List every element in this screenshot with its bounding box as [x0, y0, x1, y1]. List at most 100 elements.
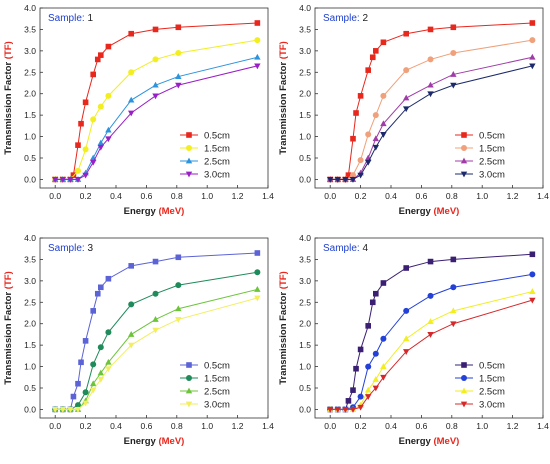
sample-label: Sample: 1	[48, 13, 93, 24]
data-point	[403, 265, 409, 271]
sample-label: Sample: 3	[48, 243, 93, 254]
data-point	[175, 82, 182, 89]
data-point	[403, 94, 410, 101]
data-point	[373, 48, 379, 54]
chart-panel-4: 0.0 0.2 0.4 0.6 0.8 1.0 1.2 1.4 0.0 0.5 1.0 1.5 2.0 2…	[275, 230, 550, 459]
x-tick-label: 0.8	[171, 421, 183, 431]
x-tick-label: 1.4	[537, 421, 549, 431]
data-point	[70, 172, 77, 178]
x-tick-label: 1.4	[262, 421, 274, 431]
data-point	[97, 139, 104, 146]
legend-label: 0.5cm	[479, 131, 505, 142]
legend-label: 3.0cm	[479, 170, 505, 181]
x-tick-label: 0.8	[446, 191, 458, 201]
data-point	[94, 290, 101, 297]
data-point	[59, 407, 66, 413]
data-point	[350, 172, 356, 179]
data-point	[152, 327, 159, 334]
data-point	[105, 358, 112, 365]
data-point	[450, 82, 457, 89]
data-point	[334, 407, 341, 413]
data-point	[152, 26, 159, 33]
data-point	[380, 132, 387, 138]
data-point	[450, 256, 457, 263]
legend-label: 2.5cm	[204, 157, 230, 168]
data-point	[403, 67, 410, 74]
x-tick-label: 0.4	[385, 421, 397, 431]
data-point	[105, 43, 112, 50]
data-point	[90, 116, 97, 123]
x-tick-label: 1.2	[507, 191, 519, 201]
legend-label: 2.5cm	[204, 387, 230, 398]
data-point	[82, 172, 89, 179]
data-point	[403, 307, 410, 314]
data-point	[70, 393, 77, 400]
data-point	[427, 56, 434, 63]
data-point	[105, 275, 112, 282]
y-tick-label: 0.5	[24, 153, 36, 163]
data-point	[427, 292, 434, 299]
chart-svg-3: 0.0 0.2 0.4 0.6 0.8 1.0 1.2 1.4 0.0 0.5 1.0 1.5 2.0 2…	[3, 233, 274, 447]
data-point	[427, 81, 434, 88]
x-tick-label: 0.6	[415, 421, 427, 431]
x-tick-label: 0.2	[355, 421, 367, 431]
data-point	[175, 24, 182, 31]
legend: 0.5cm 1.5cm 2.5cm 3.0cm	[455, 361, 505, 411]
data-point	[128, 96, 135, 103]
y-tick-label: 0.5	[24, 383, 36, 393]
data-point	[380, 280, 387, 286]
data-point	[59, 177, 66, 183]
data-point	[353, 110, 359, 116]
x-tick-label: 0.2	[355, 191, 367, 201]
y-tick-label: 1.0	[24, 362, 36, 372]
data-point	[52, 407, 59, 413]
legend-label: 3.0cm	[204, 400, 230, 411]
x-tick-label: 0.6	[415, 191, 427, 201]
x-tick-label: 0.8	[446, 421, 458, 431]
data-point	[327, 407, 334, 413]
data-point	[82, 389, 89, 396]
data-point	[128, 30, 134, 37]
data-point	[357, 172, 364, 179]
data-point	[97, 144, 104, 151]
data-point	[97, 103, 104, 110]
y-tick-label: 0.5	[299, 153, 311, 163]
x-tick-label: 0.6	[140, 421, 152, 431]
data-point	[75, 142, 81, 148]
y-tick-label: 3.0	[299, 276, 311, 286]
legend-label: 2.5cm	[479, 387, 505, 398]
data-point	[82, 400, 89, 407]
x-tick-label: 0.0	[324, 191, 336, 201]
data-point	[450, 284, 457, 291]
data-point	[403, 30, 409, 37]
legend-label: 3.0cm	[479, 400, 505, 411]
chart-panel-2: 0.0 0.2 0.4 0.6 0.8 1.0 1.2 1.4 0.0 0.5 1.0 1.5 2.0 2…	[275, 0, 550, 229]
data-point	[98, 284, 104, 291]
data-point	[105, 329, 112, 336]
data-point	[75, 380, 81, 387]
legend-marker	[186, 132, 192, 138]
y-tick-label: 3.0	[24, 46, 36, 56]
legend: 0.5cm 1.5cm 2.5cm 3.0cm	[180, 131, 230, 181]
data-point	[175, 282, 182, 289]
data-point	[82, 146, 89, 153]
data-point	[128, 342, 135, 349]
data-point	[67, 407, 74, 413]
data-point	[97, 377, 104, 383]
data-point	[450, 71, 457, 77]
series-3.0cm	[52, 63, 261, 183]
data-point	[427, 26, 434, 33]
data-point	[380, 120, 387, 127]
data-point	[98, 52, 104, 58]
legend-marker	[461, 145, 467, 151]
data-point	[90, 380, 97, 387]
y-tick-label: 3.0	[24, 276, 36, 286]
data-point	[380, 39, 387, 46]
x-axis-title: Energy (MeV)	[399, 206, 460, 217]
y-axis-title: Transmission Factor (TF)	[278, 41, 289, 155]
y-tick-label: 0.0	[299, 174, 311, 184]
data-point	[97, 344, 104, 351]
data-point	[427, 332, 434, 338]
data-point	[403, 349, 410, 355]
data-point	[357, 393, 364, 400]
